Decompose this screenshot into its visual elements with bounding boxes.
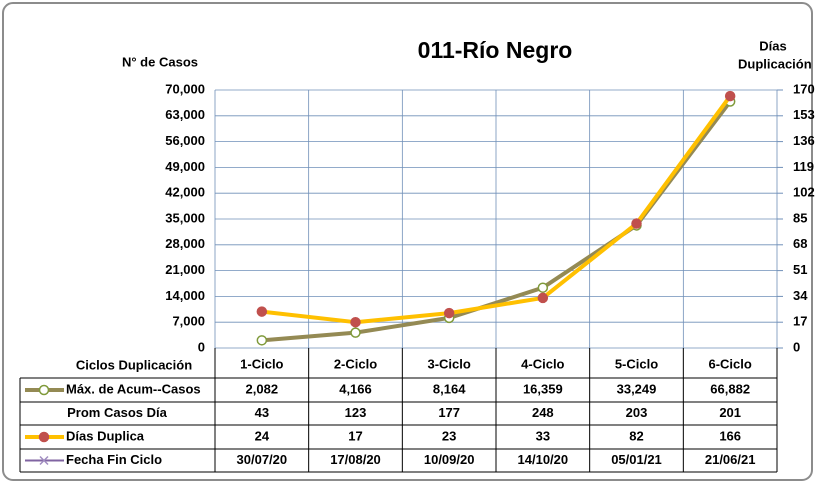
- legend-label: Días Duplica: [66, 428, 145, 443]
- point: [537, 292, 549, 304]
- table-cell: 4,166: [339, 381, 372, 396]
- y-tick-label: 63,000: [165, 107, 205, 122]
- y-tick-label: 0: [198, 339, 205, 354]
- table-cell: 24: [255, 428, 270, 443]
- x-tick-label: 6-Ciclo: [708, 356, 751, 371]
- table-cell: 66,882: [710, 381, 750, 396]
- table-cell: 177: [438, 405, 460, 420]
- table-cell: 203: [626, 405, 648, 420]
- table-cell: 17: [348, 428, 362, 443]
- y2-axis-label: Duplicación: [738, 56, 812, 71]
- table-cell: 201: [719, 405, 741, 420]
- table-cell: 2,082: [246, 381, 279, 396]
- x-tick-label: 1-Ciclo: [240, 356, 283, 371]
- table-header: Ciclos Duplicación: [76, 357, 192, 372]
- y2-tick-label: 136: [793, 133, 815, 148]
- point: [256, 306, 268, 317]
- table-cell: 33,249: [617, 381, 657, 396]
- table-cell: 14/10/20: [518, 452, 569, 467]
- x-tick-label: 5-Ciclo: [615, 356, 658, 371]
- point: [350, 327, 361, 338]
- legend-label: Fecha Fin Ciclo: [66, 452, 162, 467]
- table-cell: 10/09/20: [424, 452, 475, 467]
- point: [443, 307, 455, 319]
- legend-label: Máx. de Acum--Casos: [66, 381, 201, 396]
- table-cell: 8,164: [433, 381, 466, 396]
- y2-tick-label: 153: [793, 107, 815, 122]
- point: [537, 282, 549, 293]
- table-cell: 21/06/21: [705, 452, 756, 467]
- y-tick-label: 49,000: [165, 159, 205, 174]
- y2-tick-label: 68: [793, 236, 807, 251]
- table-cell: 33: [536, 428, 550, 443]
- x-tick-label: 2-Ciclo: [334, 356, 377, 371]
- table-cell: 17/08/20: [330, 452, 381, 467]
- y-tick-label: 56,000: [165, 133, 205, 148]
- point: [350, 316, 361, 328]
- legend-marker: [38, 384, 50, 396]
- legend-marker: [38, 431, 50, 443]
- table-cell: 16,359: [523, 381, 563, 396]
- table-cell: 166: [719, 428, 741, 443]
- point: [724, 90, 736, 102]
- legend-marker: [39, 455, 49, 466]
- y-tick-label: 70,000: [165, 81, 205, 96]
- y2-tick-label: 85: [793, 210, 807, 225]
- y-tick-label: 35,000: [165, 210, 205, 225]
- row-label: Prom Casos Día: [67, 405, 167, 420]
- table-cell: 23: [442, 428, 456, 443]
- y-tick-label: 7,000: [172, 314, 205, 329]
- y-axis-label: N° de Casos: [122, 54, 198, 69]
- y2-tick-label: 0: [793, 339, 800, 354]
- table-cell: 123: [345, 405, 367, 420]
- x-tick-label: 3-Ciclo: [427, 356, 470, 371]
- y-tick-label: 14,000: [165, 288, 205, 303]
- x-tick-label: 4-Ciclo: [521, 356, 564, 371]
- table-cell: 30/07/20: [237, 452, 288, 467]
- y-tick-label: 21,000: [165, 262, 205, 277]
- y-tick-label: 28,000: [165, 236, 205, 251]
- point: [256, 335, 268, 346]
- table-cell: 43: [255, 405, 269, 420]
- series-line: [261, 94, 732, 325]
- table-cell: 05/01/21: [611, 452, 662, 467]
- y2-tick-label: 17: [793, 314, 807, 329]
- y2-tick-label: 119: [793, 159, 814, 174]
- y2-tick-label: 102: [793, 185, 815, 200]
- chart-title: 011-Río Negro: [418, 37, 573, 63]
- y2-tick-label: 51: [793, 262, 807, 277]
- point: [631, 218, 642, 229]
- y2-axis-label: Días: [759, 38, 786, 53]
- y2-tick-label: 170: [793, 81, 815, 96]
- y-tick-label: 42,000: [165, 185, 205, 200]
- y2-tick-label: 34: [793, 288, 808, 303]
- table-cell: 248: [532, 405, 554, 420]
- table-cell: 82: [629, 428, 643, 443]
